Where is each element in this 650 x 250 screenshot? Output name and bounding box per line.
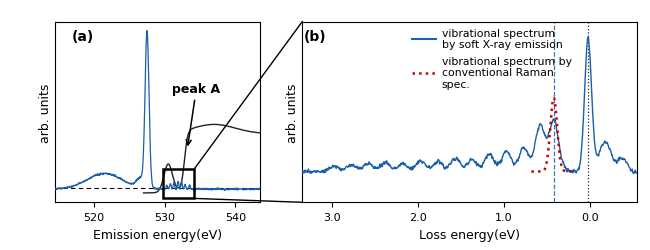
X-axis label: Loss energy(eV): Loss energy(eV) (419, 228, 520, 241)
Text: peak A: peak A (172, 82, 220, 145)
Text: (b): (b) (304, 30, 326, 44)
Y-axis label: arb. units: arb. units (40, 83, 53, 142)
Bar (162, 169, 194, 198)
Legend: vibrational spectrum
by soft X-ray emission, vibrational spectrum by
conventiona: vibrational spectrum by soft X-ray emiss… (408, 24, 576, 94)
X-axis label: Emission energy(eV): Emission energy(eV) (93, 228, 222, 241)
Y-axis label: arb. units: arb. units (287, 83, 300, 142)
Text: (a): (a) (72, 30, 94, 44)
